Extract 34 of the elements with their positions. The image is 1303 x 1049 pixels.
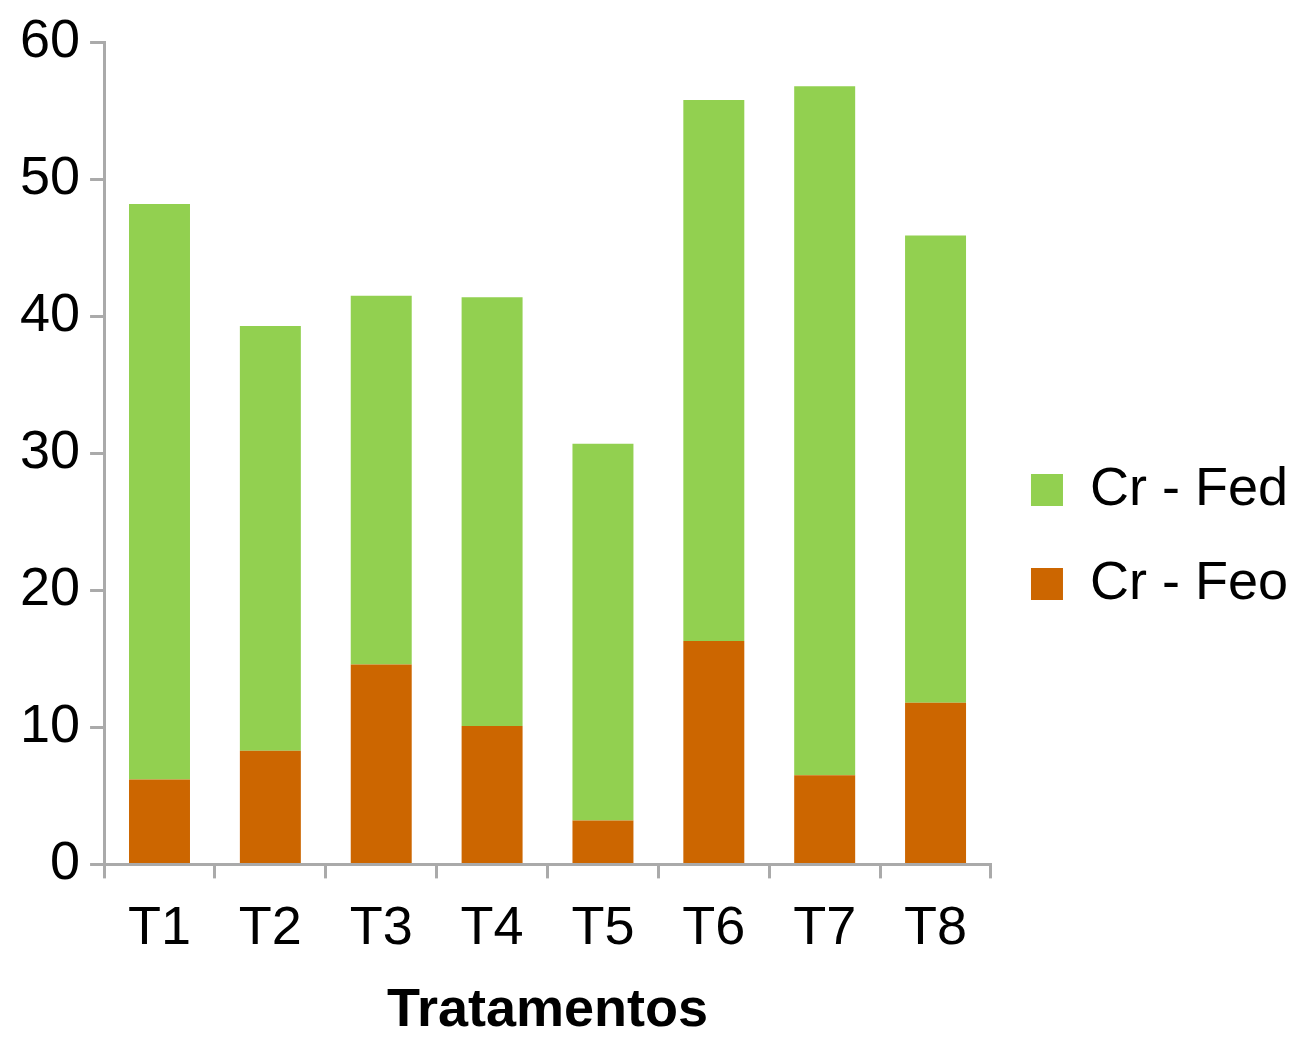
x-tick-label: T7 [793, 894, 857, 955]
x-tick-label: T1 [127, 894, 192, 955]
bar [794, 86, 856, 776]
x-axis-title: Tratamentos [386, 977, 709, 1038]
legend-label: Cr - Feo [1089, 549, 1289, 610]
y-tick-label: 60 [19, 8, 81, 69]
legend-label: Cr - Fed [1089, 455, 1289, 516]
y-tick-label: 30 [19, 419, 81, 480]
x-tick-label: T5 [571, 894, 635, 955]
bar [350, 664, 412, 863]
bar [683, 641, 745, 863]
bar [461, 297, 523, 727]
bar [794, 775, 856, 863]
bar [905, 702, 967, 863]
x-tick-label: T3 [349, 894, 413, 955]
bar [683, 99, 745, 642]
bar [239, 325, 301, 751]
bar [350, 295, 412, 665]
bar [239, 750, 301, 863]
y-tick-label: 10 [19, 693, 81, 754]
x-tick-label: T4 [460, 894, 524, 955]
y-tick-label: 20 [19, 556, 81, 617]
bar [129, 204, 190, 780]
y-tick-label: 0 [50, 830, 81, 891]
bar [572, 820, 634, 863]
bar [461, 726, 523, 863]
bar [905, 235, 967, 703]
x-tick-label: T6 [682, 894, 746, 955]
y-tick-label: 50 [19, 145, 81, 206]
bar [572, 443, 634, 821]
bar [129, 779, 190, 863]
y-tick-label: 40 [19, 282, 81, 343]
x-tick-label: T8 [904, 894, 968, 955]
x-tick-label: T2 [238, 894, 302, 955]
